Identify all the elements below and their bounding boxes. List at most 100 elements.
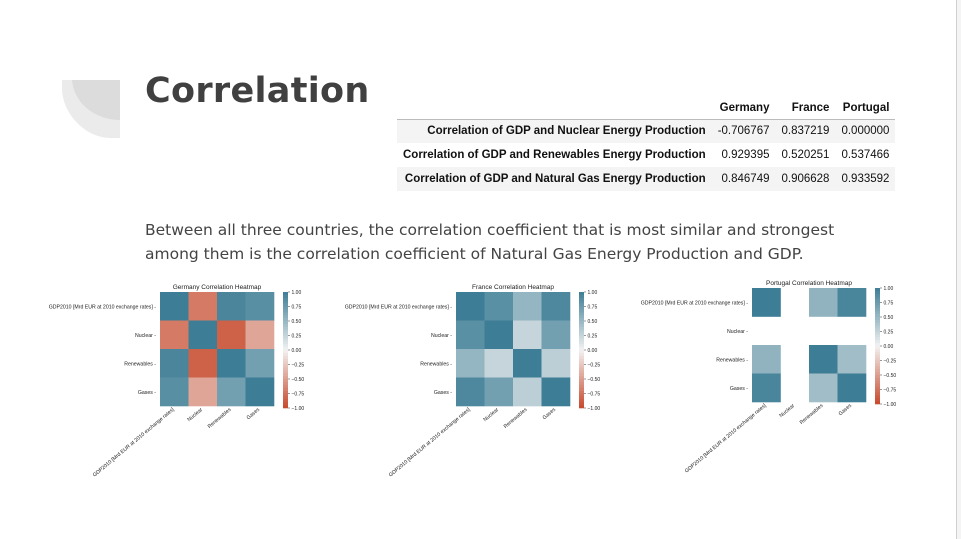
heatmap-x-label: GDP2010 [Mrd EUR at 2010 exchange rates] [684,403,768,475]
table-cell: 0.000000 [841,125,890,138]
colorbar-tick-label: 0.50 [884,315,894,321]
colorbar-segment [579,387,584,391]
colorbar-segment [283,318,288,322]
heatmap-cell [752,373,781,403]
colorbar-segment [875,398,880,402]
heatmap-title: Germany Correlation Heatmap [173,284,262,291]
colorbar-segment [875,372,880,376]
row-label: Correlation of GDP and Renewables Energy… [403,149,706,161]
colorbar-segment [875,369,880,373]
heatmap-cell [456,349,485,378]
colorbar-segment [283,367,288,371]
heatmap-x-label: Gases [542,407,558,421]
heatmap-cell [160,292,189,321]
colorbar-segment [875,360,880,364]
heatmap-cell [541,377,571,407]
colorbar-segment [283,306,288,310]
colorbar-segment [875,351,880,355]
colorbar-segment [579,321,584,325]
colorbar-segment [579,393,584,397]
colorbar-segment [579,341,584,345]
summary-text: Between all three countries, the correla… [145,221,835,263]
heatmap-y-label: Gases - [434,390,452,396]
row-label: Correlation of GDP and Natural Gas Energ… [404,173,706,185]
heatmap-cell [160,349,189,378]
colorbar-segment [283,321,288,325]
colorbar-segment [875,305,880,309]
table-cell: 0.933592 [841,173,890,185]
colorbar-tick-label: −0.25 [292,362,305,368]
colorbar-segment [283,355,288,359]
colorbar-segment [283,341,288,345]
colorbar-tick-label: 1.00 [292,290,302,296]
colorbar-tick-label: 0.50 [292,319,302,325]
heatmap-y-label: GDP2010 [Mrd EUR at 2010 exchange rates]… [641,300,749,306]
colorbar-segment [579,347,584,351]
slide-title: Correlation [145,71,370,111]
heatmap-cell [484,292,514,321]
heatmap-cell [484,377,514,407]
colorbar-segment [579,297,584,301]
colorbar-segment [283,402,288,406]
colorbar-segment [283,376,288,380]
colorbar-segment [579,344,584,348]
table-cell: 0.837219 [781,125,830,138]
colorbar-segment [875,340,880,344]
colorbar-segment [875,343,880,347]
table-corner-cell [397,98,712,120]
colorbar-tick-label: 0.75 [884,300,894,306]
colorbar-segment [283,396,288,400]
colorbar-segment [283,352,288,357]
table-cell: -0.706767 [717,125,770,138]
heatmap-cell [809,345,838,374]
colorbar-segment [579,338,584,342]
colorbar-tick-label: −1.00 [588,406,601,412]
colorbar-segment [579,381,584,386]
colorbar-segment [875,331,880,335]
colorbar-segment [875,375,880,379]
colorbar-segment [283,393,288,397]
heatmap-cell [188,349,218,378]
heatmap-cell [245,292,275,321]
colorbar-segment [875,314,880,318]
heatmap-cell [217,320,246,350]
colorbar-segment [579,309,584,313]
heatmap-x-label: Renewables [799,403,825,426]
colorbar-tick-label: −0.75 [292,391,305,397]
heatmap-x-label: Renewables [207,407,233,430]
colorbar-tick-label: 0.75 [292,304,302,310]
heatmap-cell [188,292,218,321]
colorbar-segment [875,288,880,292]
heatmap-y-label: Gases - [138,390,156,396]
colorbar-segment [579,376,584,380]
colorbar-segment [875,386,880,390]
colorbar-segment [579,326,584,330]
colorbar-segment [875,290,880,295]
colorbar-segment [283,379,288,383]
heatmap-cell [456,377,485,407]
colorbar-segment [579,370,584,374]
colorbar-tick-label: 0.25 [292,333,302,339]
colorbar-tick-label: 0.75 [588,304,598,310]
heatmap-cell [837,373,867,403]
heatmap-cell [160,320,189,350]
colorbar-segment [283,373,288,377]
colorbar-segment [579,361,584,365]
colorbar-segment [283,390,288,394]
colorbar-tick-label: 1.00 [884,286,894,292]
heatmap-y-label: GDP2010 [Mrd EUR at 2010 exchange rates]… [345,304,453,310]
colorbar-segment [875,296,880,300]
colorbar-segment [283,312,288,316]
colorbar-tick-label: −0.25 [884,358,897,364]
colorbar-segment [875,392,880,396]
heatmap-cell [752,288,781,317]
colorbar-segment [875,380,880,384]
colorbar-segment [283,361,288,365]
colorbar-segment [579,399,584,403]
colorbar-segment [283,350,288,354]
heatmap-cell [513,320,542,350]
colorbar-segment [283,387,288,391]
colorbar-segment [579,306,584,310]
colorbar-tick-label: 0.25 [588,333,598,339]
colorbar-segment [283,384,288,388]
